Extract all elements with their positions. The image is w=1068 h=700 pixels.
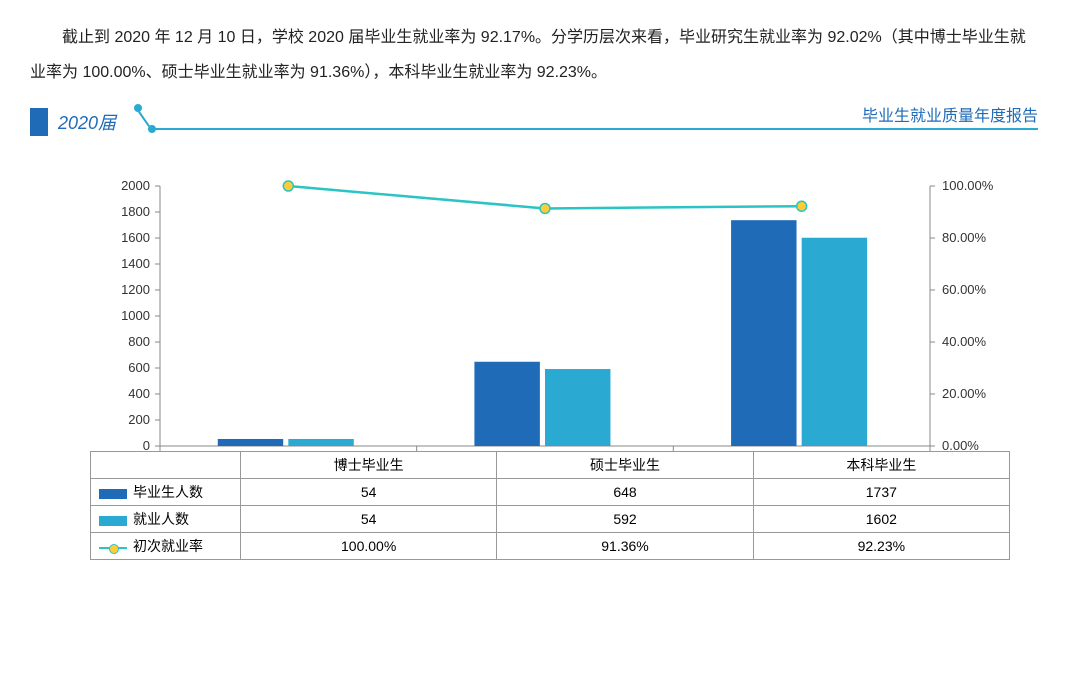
table-cell: 100.00% bbox=[241, 533, 497, 560]
legend-cell-graduates: 毕业生人数 bbox=[91, 479, 241, 506]
banner-year: 2020届 bbox=[58, 109, 116, 135]
svg-text:1400: 1400 bbox=[121, 256, 150, 271]
legend-cell-employed: 就业人数 bbox=[91, 506, 241, 533]
svg-text:40.00%: 40.00% bbox=[942, 334, 987, 349]
table-col-header: 本科毕业生 bbox=[753, 452, 1009, 479]
table-corner bbox=[91, 452, 241, 479]
legend-swatch-graduates bbox=[99, 489, 127, 499]
employment-chart: 0 200 400 600 800 1000 1200 1400 1600 1800 2000 0.0… bbox=[90, 176, 1010, 451]
table-cell: 1737 bbox=[753, 479, 1009, 506]
table-row: 毕业生人数 54 648 1737 bbox=[91, 479, 1010, 506]
svg-text:1000: 1000 bbox=[121, 308, 150, 323]
svg-text:20.00%: 20.00% bbox=[942, 386, 987, 401]
banner-decoration: 毕业生就业质量年度报告 bbox=[134, 108, 1038, 136]
svg-text:1200: 1200 bbox=[121, 282, 150, 297]
legend-cell-rate: 初次就业率 bbox=[91, 533, 241, 560]
legend-swatch-employed bbox=[99, 516, 127, 526]
data-table: 博士毕业生 硕士毕业生 本科毕业生 毕业生人数 54 648 1737 就业人数… bbox=[90, 451, 1010, 560]
banner-right-text: 毕业生就业质量年度报告 bbox=[862, 102, 1038, 126]
svg-text:2000: 2000 bbox=[121, 178, 150, 193]
svg-text:100.00%: 100.00% bbox=[942, 178, 994, 193]
svg-text:0.00%: 0.00% bbox=[942, 438, 979, 451]
svg-text:1800: 1800 bbox=[121, 204, 150, 219]
table-cell: 648 bbox=[497, 479, 753, 506]
table-row: 就业人数 54 592 1602 bbox=[91, 506, 1010, 533]
svg-text:80.00%: 80.00% bbox=[942, 230, 987, 245]
svg-text:60.00%: 60.00% bbox=[942, 282, 987, 297]
banner-block bbox=[30, 108, 48, 136]
legend-label: 初次就业率 bbox=[133, 538, 203, 554]
svg-text:600: 600 bbox=[128, 360, 150, 375]
chart-container: 0 200 400 600 800 1000 1200 1400 1600 1800 2000 0.0… bbox=[90, 176, 1010, 560]
table-cell: 92.23% bbox=[753, 533, 1009, 560]
intro-paragraph: 截止到 2020 年 12 月 10 日，学校 2020 届毕业生就业率为 92… bbox=[30, 20, 1038, 90]
svg-text:800: 800 bbox=[128, 334, 150, 349]
table-cell: 54 bbox=[241, 479, 497, 506]
table-header-row: 博士毕业生 硕士毕业生 本科毕业生 bbox=[91, 452, 1010, 479]
legend-label: 就业人数 bbox=[133, 511, 189, 527]
table-cell: 1602 bbox=[753, 506, 1009, 533]
svg-text:1600: 1600 bbox=[121, 230, 150, 245]
table-col-header: 硕士毕业生 bbox=[497, 452, 753, 479]
legend-label: 毕业生人数 bbox=[133, 484, 203, 500]
svg-text:0: 0 bbox=[143, 438, 150, 451]
svg-text:200: 200 bbox=[128, 412, 150, 427]
legend-line-rate bbox=[99, 543, 127, 553]
table-cell: 592 bbox=[497, 506, 753, 533]
table-cell: 91.36% bbox=[497, 533, 753, 560]
table-row: 初次就业率 100.00% 91.36% 92.23% bbox=[91, 533, 1010, 560]
banner: 2020届 毕业生就业质量年度报告 bbox=[30, 108, 1038, 136]
svg-text:400: 400 bbox=[128, 386, 150, 401]
table-cell: 54 bbox=[241, 506, 497, 533]
table-col-header: 博士毕业生 bbox=[241, 452, 497, 479]
